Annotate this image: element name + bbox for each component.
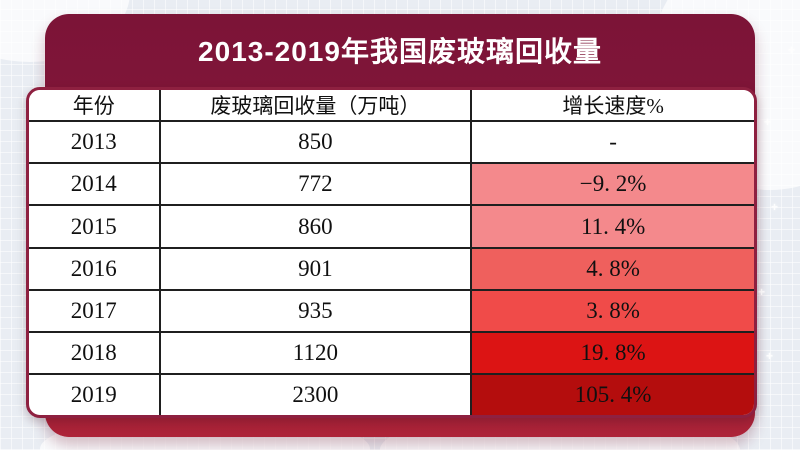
growth-cell: 4. 8%	[470, 246, 754, 291]
page-title: 2013-2019年我国废玻璃回收量	[198, 36, 602, 67]
year-cell: 2015	[29, 204, 161, 249]
year-cell: 2019	[29, 373, 161, 415]
volume-cell: 2300	[158, 373, 473, 415]
table-row: 2018 1120 19. 8%	[29, 331, 754, 376]
year-cell: 2016	[29, 246, 161, 291]
data-table: 年份 废玻璃回收量（万吨） 增长速度% 2013 850 - 2014 772 …	[29, 90, 754, 415]
sparkle-icon: +	[766, 349, 774, 363]
growth-cell: 3. 8%	[470, 288, 754, 334]
column-header-year: 年份	[29, 90, 161, 122]
table-row: 2017 935 3. 8%	[29, 288, 754, 334]
sparkle-icon: +	[771, 200, 779, 214]
table-row: 2019 2300 105. 4%	[29, 373, 754, 415]
column-header-volume: 废玻璃回收量（万吨）	[158, 90, 473, 122]
table-row: 2013 850 -	[29, 119, 754, 165]
volume-cell: 1120	[158, 331, 473, 376]
volume-cell: 860	[158, 204, 473, 249]
growth-cell: -	[470, 119, 754, 165]
growth-cell: 105. 4%	[470, 373, 754, 415]
growth-cell: −9. 2%	[470, 162, 754, 207]
growth-cell: 11. 4%	[470, 204, 754, 249]
year-cell: 2018	[29, 331, 161, 376]
volume-cell: 901	[158, 246, 473, 291]
year-cell: 2014	[29, 162, 161, 207]
table-header-row: 年份 废玻璃回收量（万吨） 增长速度%	[29, 90, 754, 122]
volume-cell: 772	[158, 162, 473, 207]
table-row: 2015 860 11. 4%	[29, 204, 754, 249]
sparkle-icon: +	[788, 43, 796, 57]
volume-cell: 850	[158, 119, 473, 165]
sparkle-icon: +	[764, 115, 772, 129]
year-cell: 2013	[29, 119, 161, 165]
data-table-card: 年份 废玻璃回收量（万吨） 增长速度% 2013 850 - 2014 772 …	[26, 87, 757, 418]
sparkle-icon: +	[758, 285, 766, 299]
volume-cell: 935	[158, 288, 473, 334]
table-row: 2014 772 −9. 2%	[29, 162, 754, 207]
year-cell: 2017	[29, 288, 161, 334]
column-header-growth: 增长速度%	[470, 90, 754, 122]
table-row: 2016 901 4. 8%	[29, 246, 754, 291]
growth-cell: 19. 8%	[470, 331, 754, 376]
